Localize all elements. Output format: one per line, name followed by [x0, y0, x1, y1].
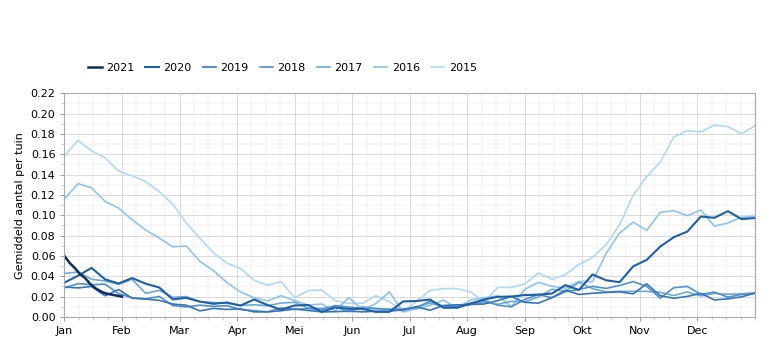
- 2016: [751, 214, 760, 218]
- Line: 2020: 2020: [65, 211, 755, 312]
- 2015: [493, 285, 502, 290]
- 2021: [70, 266, 79, 270]
- 2016: [317, 302, 326, 306]
- 2015: [439, 286, 448, 291]
- 2020: [303, 303, 313, 307]
- Line: 2015: 2015: [65, 125, 755, 312]
- Line: 2018: 2018: [65, 282, 755, 312]
- Line: 2021: 2021: [65, 256, 122, 297]
- 2017: [60, 271, 69, 276]
- 2018: [493, 303, 502, 307]
- 2017: [751, 291, 760, 295]
- 2019: [493, 298, 502, 303]
- 2021: [96, 290, 105, 294]
- 2015: [521, 282, 530, 286]
- 2019: [317, 310, 326, 314]
- 2021: [107, 292, 116, 297]
- 2020: [751, 216, 760, 220]
- 2016: [128, 218, 137, 222]
- 2019: [398, 308, 407, 312]
- 2021: [117, 294, 126, 299]
- 2018: [60, 286, 69, 290]
- 2021: [102, 291, 111, 296]
- 2020: [114, 282, 123, 286]
- 2015: [303, 289, 313, 293]
- 2015: [114, 169, 123, 173]
- 2016: [73, 181, 82, 186]
- 2017: [128, 277, 137, 282]
- 2017: [73, 270, 82, 274]
- 2019: [114, 287, 123, 292]
- 2019: [521, 300, 530, 304]
- 2018: [628, 279, 638, 284]
- 2021: [86, 282, 95, 286]
- 2019: [439, 303, 448, 307]
- 2015: [398, 310, 407, 314]
- 2017: [344, 310, 353, 314]
- 2021: [60, 254, 69, 258]
- 2018: [751, 291, 760, 296]
- 2018: [263, 310, 272, 314]
- 2017: [507, 299, 516, 303]
- 2021: [91, 286, 100, 291]
- 2017: [412, 304, 421, 309]
- 2015: [60, 154, 69, 158]
- 2016: [453, 306, 462, 311]
- 2017: [453, 304, 462, 309]
- 2016: [507, 305, 516, 309]
- Y-axis label: Gemiddeld aantal per tuin: Gemiddeld aantal per tuin: [15, 132, 25, 279]
- 2018: [398, 307, 407, 311]
- 2021: [65, 261, 75, 265]
- 2021: [81, 276, 90, 280]
- 2018: [114, 292, 123, 296]
- 2017: [317, 306, 326, 311]
- 2018: [317, 307, 326, 312]
- 2021: [75, 272, 85, 276]
- 2017: [534, 295, 543, 299]
- 2016: [398, 310, 407, 314]
- Line: 2016: 2016: [65, 184, 755, 312]
- 2015: [385, 299, 394, 304]
- 2018: [439, 304, 448, 309]
- 2018: [521, 297, 530, 302]
- 2020: [60, 280, 69, 285]
- 2016: [60, 197, 69, 201]
- 2019: [249, 310, 259, 314]
- 2016: [534, 280, 543, 285]
- 2015: [710, 123, 719, 127]
- 2019: [60, 285, 69, 289]
- 2020: [493, 295, 502, 299]
- Line: 2017: 2017: [65, 272, 755, 312]
- Line: 2019: 2019: [65, 284, 755, 312]
- 2020: [439, 306, 448, 310]
- 2019: [642, 282, 651, 286]
- 2019: [751, 291, 760, 295]
- 2020: [398, 299, 407, 304]
- 2021: [112, 293, 122, 298]
- 2015: [751, 124, 760, 128]
- 2020: [317, 310, 326, 314]
- 2016: [412, 307, 421, 311]
- 2020: [521, 293, 530, 297]
- 2020: [723, 209, 732, 213]
- Legend: 2021, 2020, 2019, 2018, 2017, 2016, 2015: 2021, 2020, 2019, 2018, 2017, 2016, 2015: [84, 59, 481, 78]
